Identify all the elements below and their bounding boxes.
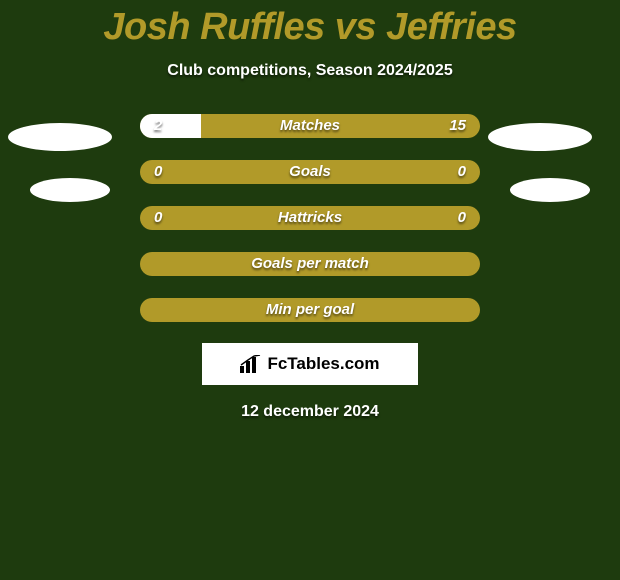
player-left-photo-2 xyxy=(30,178,110,202)
player-left-photo xyxy=(8,123,112,151)
page-title: Josh Ruffles vs Jeffries xyxy=(0,0,620,49)
stat-bar-hattricks: 00Hattricks xyxy=(140,206,480,230)
stat-label: Hattricks xyxy=(140,206,480,230)
stat-label: Goals per match xyxy=(140,252,480,276)
stats-card: Josh Ruffles vs Jeffries Club competitio… xyxy=(0,0,620,580)
brand-badge[interactable]: FcTables.com xyxy=(202,343,418,385)
stat-bar-min-per-goal: Min per goal xyxy=(140,298,480,322)
subtitle: Club competitions, Season 2024/2025 xyxy=(0,62,620,80)
player-right-photo-2 xyxy=(510,178,590,202)
stat-bar-matches: 215Matches xyxy=(140,114,480,138)
stat-bar-goals-per-match: Goals per match xyxy=(140,252,480,276)
stat-label: Matches xyxy=(140,114,480,138)
title-text: Josh Ruffles vs Jeffries xyxy=(103,6,516,48)
stat-label: Min per goal xyxy=(140,298,480,322)
stat-label: Goals xyxy=(140,160,480,184)
brand-bars-icon xyxy=(240,355,262,373)
date-stamp: 12 december 2024 xyxy=(0,403,620,421)
date-text: 12 december 2024 xyxy=(241,403,379,420)
brand-text: FcTables.com xyxy=(267,354,379,374)
stat-bar-goals: 00Goals xyxy=(140,160,480,184)
player-right-photo xyxy=(488,123,592,151)
subtitle-text: Club competitions, Season 2024/2025 xyxy=(167,62,452,79)
